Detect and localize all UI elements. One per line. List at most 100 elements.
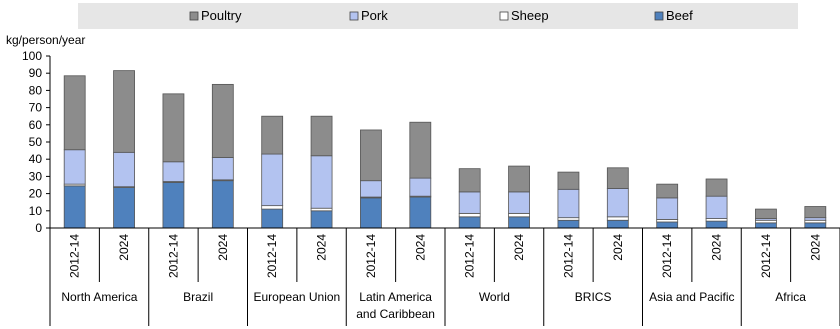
bar-beef [162,182,185,229]
bar-poultry [310,115,333,157]
x-tick-label: 2012-14 [660,234,674,278]
bar-sheep [606,216,629,221]
bar-poultry [360,129,382,182]
y-tick-label: 70 [29,101,43,115]
y-tick-label: 30 [29,169,43,183]
bar-pork [63,149,86,185]
bar-sheep [458,212,481,218]
y-tick-label: 40 [29,152,43,166]
bar-sheep [508,212,530,218]
legend-swatch-beef [654,11,664,21]
group-label: Latin America [359,290,432,304]
legend-swatch-poultry [189,11,199,21]
bar-poultry [557,171,580,190]
bar-beef [63,185,86,229]
group-label: and Caribbean [356,307,435,321]
y-tick-label: 80 [29,83,43,97]
bar-beef [804,222,827,229]
bar-pork [557,188,580,219]
bar-poultry [113,70,135,153]
y-tick-label: 20 [29,187,43,201]
bar-beef [705,220,728,229]
bar-poultry [211,83,234,158]
bar-beef [755,222,777,229]
x-tick-label: 2012-14 [265,234,279,278]
bars [63,70,827,229]
bar-beef [508,216,530,229]
bar-poultry [606,167,629,189]
bar-poultry [162,93,185,163]
x-axis: 2012-14 2024 2012-14 2024 2012-14 2024 2012-14… [49,227,840,326]
bar-poultry [705,178,728,197]
bar-pork [360,180,382,198]
bar-beef [113,187,135,229]
group-label: BRICS [575,290,612,304]
group-label: Brazil [183,290,213,304]
x-tick-label: 2024 [512,234,526,261]
bar-poultry [409,121,432,179]
x-tick-label: 2024 [117,234,131,261]
bar-beef [310,210,333,229]
y-tick-label: 90 [29,66,43,80]
bar-pork [508,191,530,214]
x-tick-label: 2024 [315,234,329,261]
bar-beef [211,180,234,229]
legend-swatch-pork [349,11,359,21]
y-tick-label: 50 [29,135,43,149]
x-tick-label: 2024 [611,234,625,261]
x-tick-label: 2012-14 [561,234,575,278]
y-axis-label: kg/person/year [6,33,85,47]
legend-label-poultry: Poultry [201,8,242,23]
bar-beef [409,196,432,229]
bar-pork [409,177,432,197]
group-label: Africa [775,290,806,304]
x-tick-label: 2012-14 [759,234,773,278]
legend-label-pork: Pork [361,8,388,23]
bar-pork [705,195,728,219]
y-tick-label: 10 [29,204,43,218]
x-tick-label: 2012-14 [68,234,82,278]
bar-beef [557,219,580,229]
group-label: North America [61,290,137,304]
bar-poultry [804,206,827,219]
bar-pork [458,191,481,214]
x-tick-label: 2024 [710,234,724,261]
bar-pork [656,197,679,220]
x-tick-label: 2012-14 [364,234,378,278]
bar-beef [656,221,679,229]
x-tick-label: 2024 [413,234,427,261]
bar-poultry [261,115,284,155]
legend-swatch-sheep [499,11,509,21]
bar-poultry [458,168,481,193]
bar-pork [162,161,185,182]
bar-pork [606,188,629,218]
bar-poultry [508,165,530,193]
y-tick-label: 0 [35,221,42,235]
bar-pork [211,157,234,181]
group-label: World [479,290,510,304]
legend-label-sheep: Sheep [511,8,549,23]
x-tick-label: 2024 [216,234,230,261]
bar-sheep [261,205,284,210]
group-label: European Union [254,290,341,304]
bar-poultry [656,183,679,199]
x-tick-label: 2024 [808,234,822,261]
y-tick-label: 100 [22,49,42,63]
group-label: Asia and Pacific [649,290,734,304]
bar-beef [606,219,629,229]
legend-label-beef: Beef [666,8,693,23]
bar-beef [458,216,481,229]
y-axis: 0 10 20 30 40 50 60 70 80 90 100 [22,49,51,235]
bar-poultry [63,75,86,151]
y-tick-label: 60 [29,118,43,132]
bar-pork [113,151,135,188]
bar-poultry [755,208,777,219]
bar-pork [310,155,333,209]
bar-beef [360,197,382,229]
bar-pork [261,153,284,207]
x-tick-label: 2012-14 [166,234,180,278]
bar-beef [261,208,284,229]
x-tick-label: 2012-14 [463,234,477,278]
legend: Poultry Pork Sheep Beef [189,8,693,23]
